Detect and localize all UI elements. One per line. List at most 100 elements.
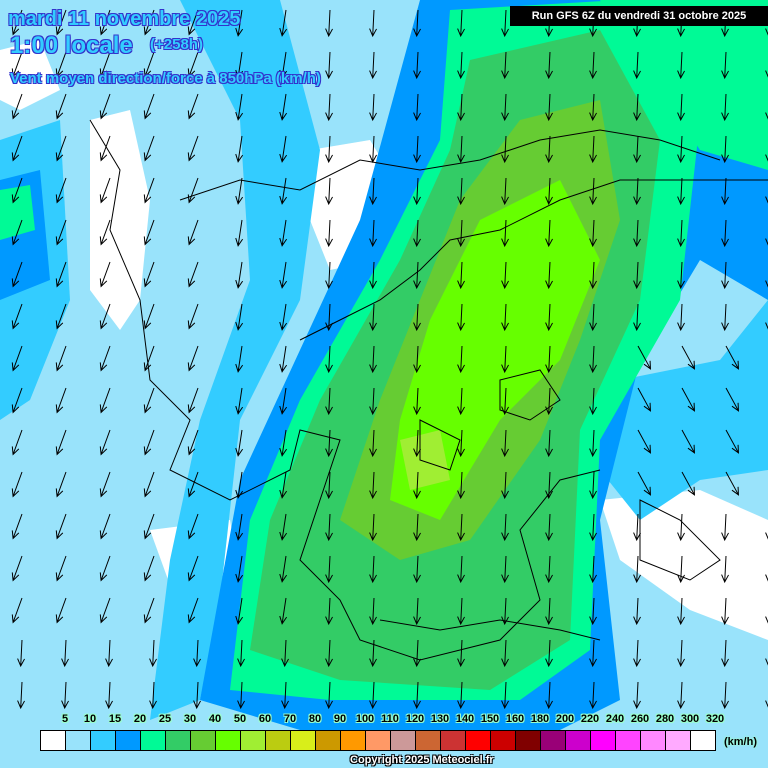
wind-arrow xyxy=(369,681,377,710)
wind-arrow xyxy=(99,9,111,36)
wind-arrow xyxy=(99,219,111,246)
wind-arrow xyxy=(589,345,597,374)
wind-arrow xyxy=(187,429,199,456)
wind-arrow xyxy=(725,345,740,370)
legend-label: 20 xyxy=(133,713,147,725)
legend-label: 60 xyxy=(258,713,272,725)
wind-arrow xyxy=(55,345,67,372)
wind-arrow xyxy=(235,555,244,583)
wind-arrow xyxy=(721,135,729,164)
wind-arrow xyxy=(545,429,553,458)
wind-arrow xyxy=(369,597,377,626)
wind-arrow xyxy=(589,471,597,500)
wind-arrow xyxy=(99,513,111,540)
wind-arrow xyxy=(457,597,465,626)
wind-arrow xyxy=(143,177,155,204)
wind-arrow xyxy=(11,93,23,120)
legend-swatch xyxy=(316,731,341,750)
legend-label: 260 xyxy=(630,713,650,725)
wind-arrow xyxy=(413,177,421,206)
wind-arrow xyxy=(413,219,421,248)
wind-arrow xyxy=(369,135,377,164)
wind-arrow xyxy=(279,9,288,37)
wind-arrow xyxy=(11,345,23,372)
legend-swatch xyxy=(416,731,441,750)
legend-label: 180 xyxy=(530,713,550,725)
wind-arrow xyxy=(457,429,465,458)
legend-label: 40 xyxy=(208,713,222,725)
wind-arrow xyxy=(765,616,768,624)
wind-arrow xyxy=(143,471,155,498)
wind-arrow xyxy=(633,555,641,584)
wind-arrow xyxy=(677,261,685,290)
legend-swatch xyxy=(491,731,516,750)
wind-arrow xyxy=(11,597,23,624)
wind-arrow xyxy=(325,135,333,164)
wind-arrow xyxy=(99,135,111,162)
wind-arrow xyxy=(369,261,377,290)
wind-arrow xyxy=(235,93,244,121)
wind-arrow xyxy=(235,513,244,541)
wind-arrow xyxy=(633,219,641,248)
wind-arrow xyxy=(633,597,641,626)
wind-arrow xyxy=(677,135,685,164)
wind-arrow xyxy=(11,51,23,78)
wind-arrow xyxy=(765,574,768,582)
wind-arrow xyxy=(281,681,289,710)
wind-arrow xyxy=(235,387,244,415)
wind-arrow xyxy=(235,51,244,79)
wind-arrow xyxy=(279,51,288,79)
wind-arrow xyxy=(149,639,157,668)
wind-arrow xyxy=(369,387,377,416)
wind-arrow xyxy=(143,9,155,36)
wind-arrow xyxy=(721,219,729,248)
wind-arrow xyxy=(501,513,509,542)
legend-swatch xyxy=(166,731,191,750)
wind-arrow xyxy=(105,681,113,710)
wind-arrow xyxy=(235,345,244,373)
wind-arrow xyxy=(681,387,696,412)
wind-arrow xyxy=(501,303,509,332)
wind-arrow xyxy=(325,429,333,458)
wind-arrow xyxy=(369,513,377,542)
wind-arrow xyxy=(187,303,199,330)
wind-arrow xyxy=(99,471,111,498)
wind-arrow xyxy=(325,345,333,374)
wind-arrow xyxy=(545,345,553,374)
wind-arrow xyxy=(325,51,333,80)
wind-arrow xyxy=(235,261,244,289)
wind-arrow xyxy=(721,555,729,584)
wind-arrow xyxy=(369,345,377,374)
wind-arrow xyxy=(187,471,199,498)
legend-label: 120 xyxy=(405,713,425,725)
legend-unit: (km/h) xyxy=(724,736,757,748)
legend-label: 15 xyxy=(108,713,122,725)
wind-arrow xyxy=(677,597,685,626)
wind-arrow xyxy=(143,219,155,246)
wind-arrow xyxy=(545,387,553,416)
wind-arrow xyxy=(501,9,509,38)
wind-arrow xyxy=(765,658,768,666)
legend-swatch xyxy=(216,731,241,750)
wind-arrow xyxy=(235,597,244,625)
wind-arrow xyxy=(457,345,465,374)
wind-arrow xyxy=(369,429,377,458)
wind-arrow xyxy=(457,471,465,500)
legend-label: 90 xyxy=(333,713,347,725)
wind-arrow xyxy=(99,597,111,624)
wind-arrow xyxy=(55,9,67,36)
wind-arrow xyxy=(237,681,245,710)
legend-label: 25 xyxy=(158,713,172,725)
wind-arrow xyxy=(413,135,421,164)
wind-arrow xyxy=(55,93,67,120)
wind-arrow xyxy=(55,555,67,582)
wind-arrow xyxy=(677,639,685,668)
wind-arrow xyxy=(765,700,768,708)
wind-arrow xyxy=(637,345,652,370)
wind-arrow xyxy=(61,639,69,668)
wind-arrow xyxy=(501,219,509,248)
wind-arrow xyxy=(413,639,421,668)
wind-arrow xyxy=(55,219,67,246)
wind-arrow xyxy=(589,303,597,332)
wind-arrow xyxy=(99,387,111,414)
